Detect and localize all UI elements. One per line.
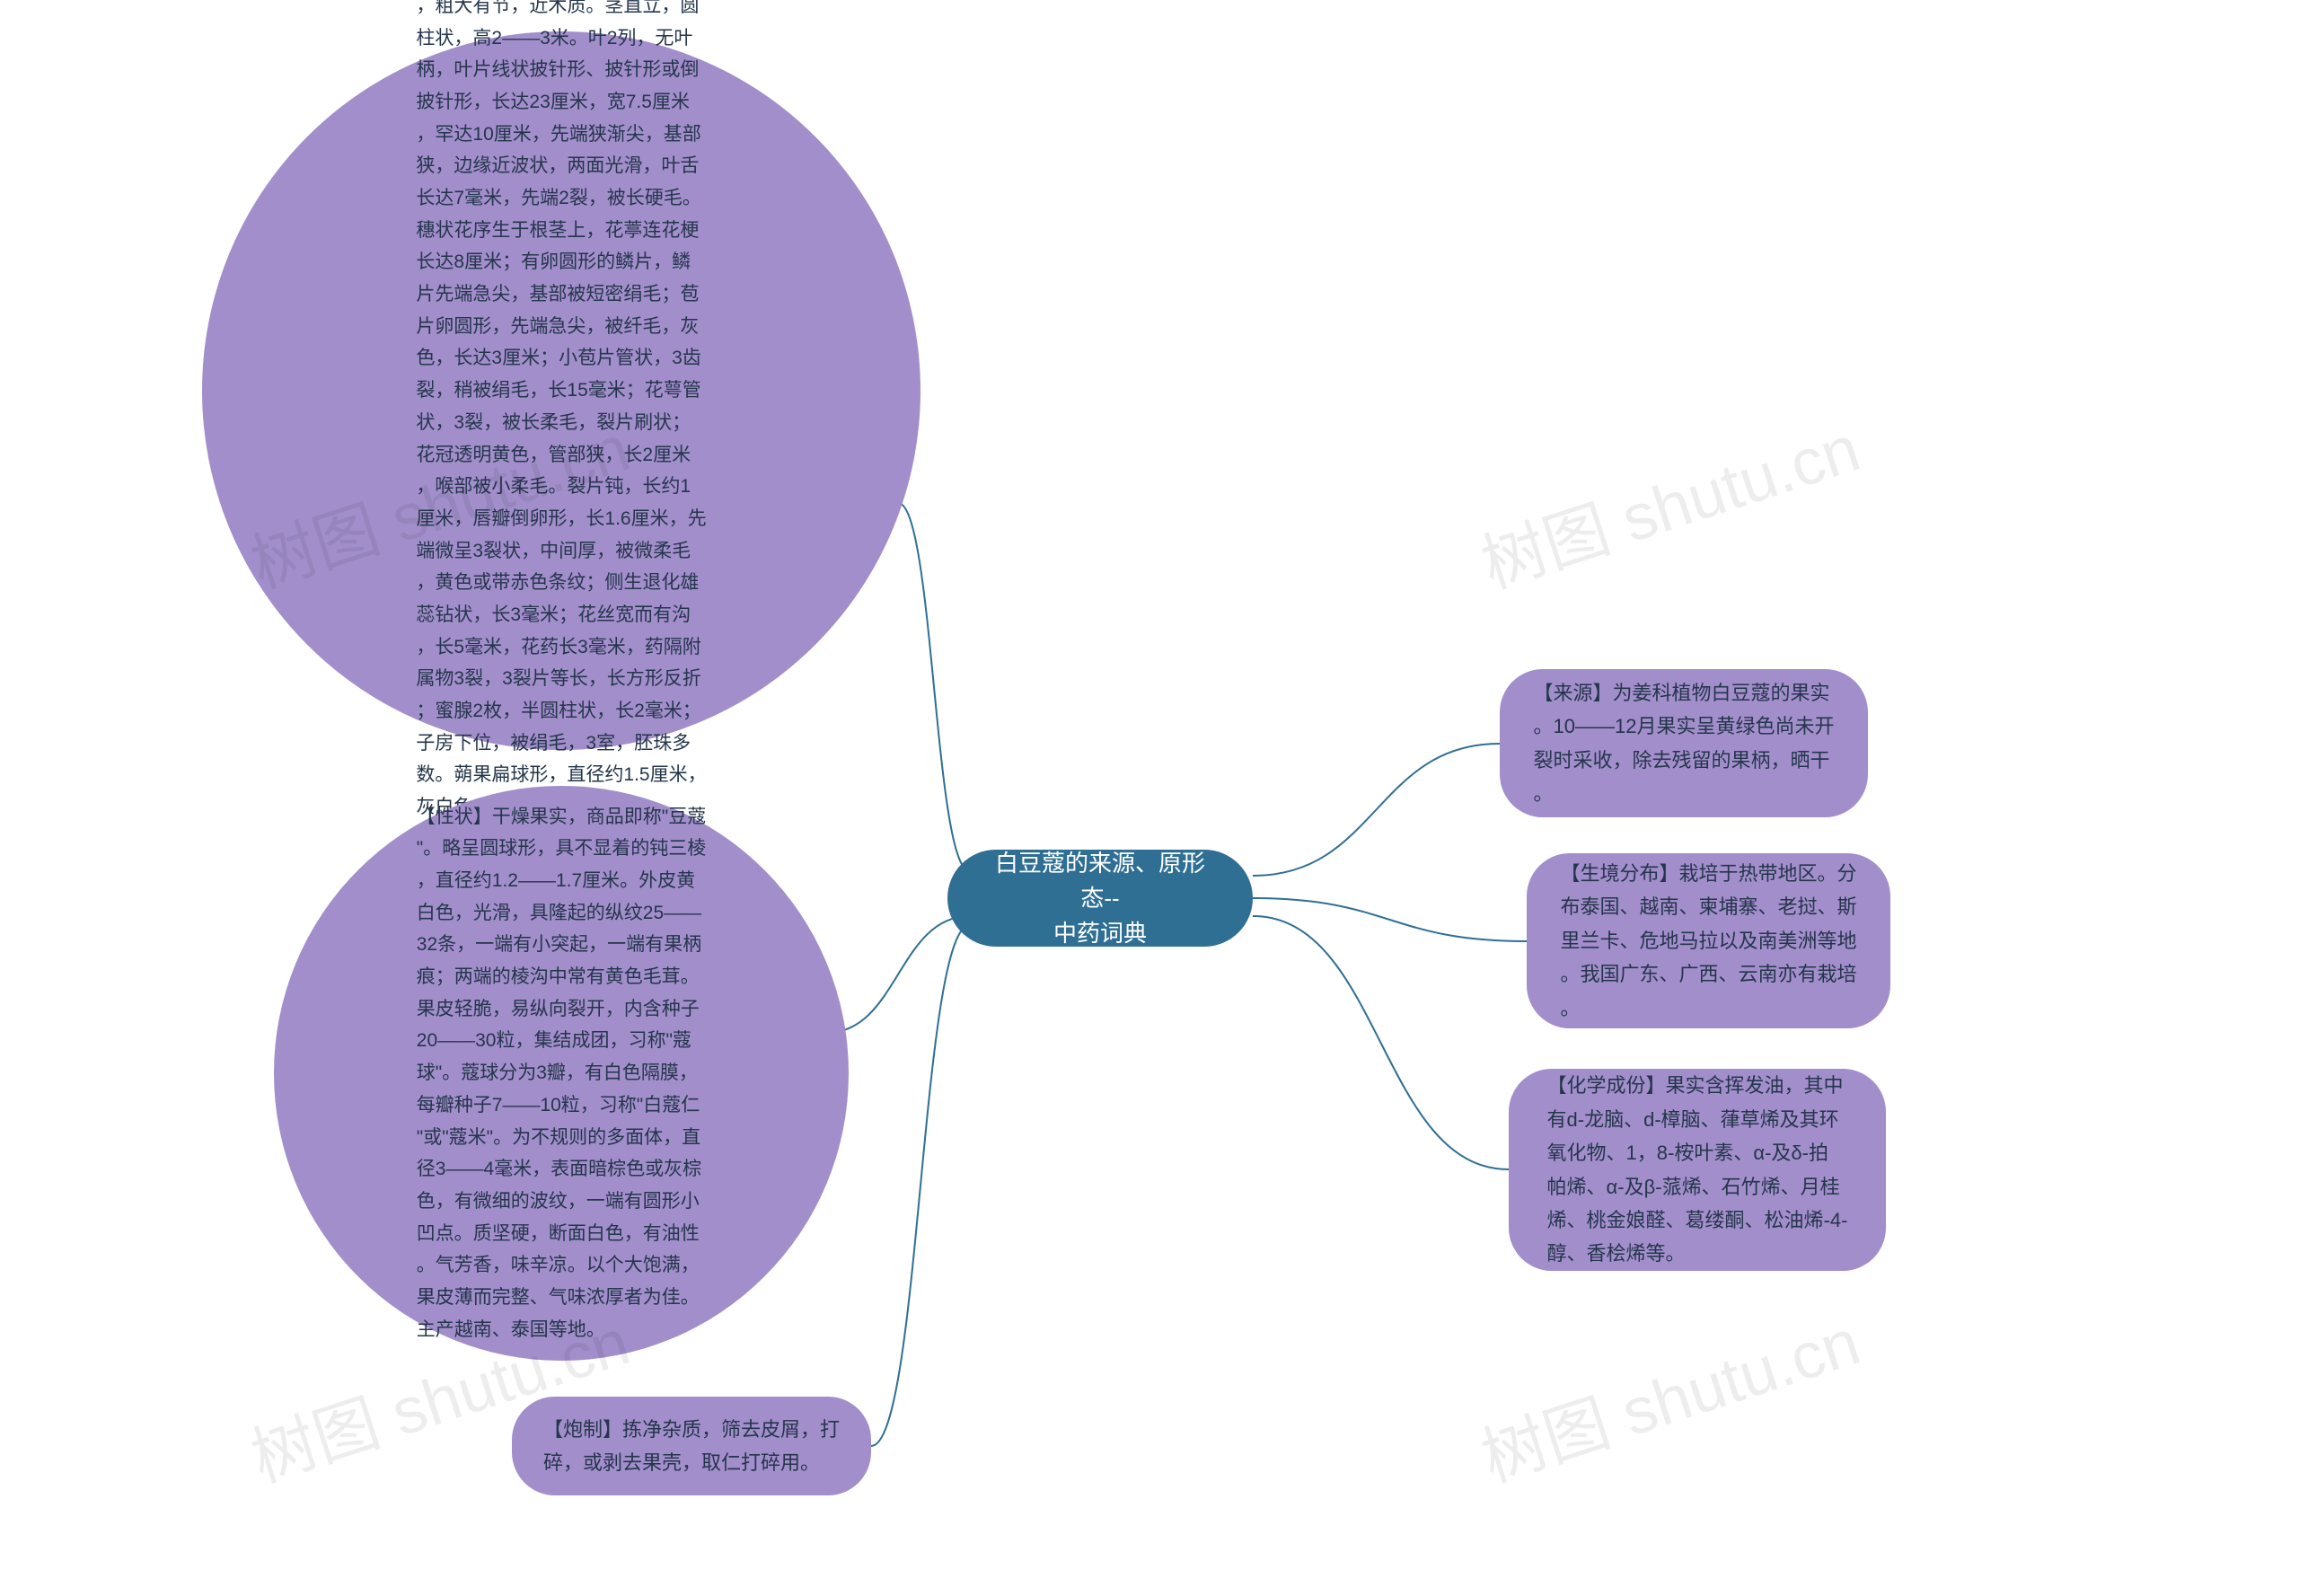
branch-node-habitat[interactable]: 【生境分布】栽培于热带地区。分 布泰国、越南、柬埔寨、老挝、斯 里兰卡、危地马拉… <box>1527 853 1890 1028</box>
branch-node-text: 【炮制】拣净杂质，筛去皮屑，打 碎，或剥去果壳，取仁打碎用。 <box>543 1413 840 1480</box>
edge-morphology <box>898 503 970 871</box>
branch-node-properties[interactable]: 【性状】干燥果实，商品即称"豆蔻 "。略呈圆球形，具不显着的钝三棱 ，直径约1.… <box>274 786 849 1361</box>
branch-node-text: 【原形态】多年生草本。根茎匍匐 ，粗大有节，近木质。茎直立，圆 柱状，高2——3… <box>416 0 706 824</box>
edge-properties <box>826 916 970 1033</box>
center-node[interactable]: 白豆蔻的来源、原形态-- 中药词典 <box>947 850 1253 947</box>
branch-node-text: 【性状】干燥果实，商品即称"豆蔻 "。略呈圆球形，具不显着的钝三棱 ，直径约1.… <box>417 801 706 1346</box>
branch-node-source[interactable]: 【来源】为姜科植物白豆蔻的果实 。10——12月果实呈黄绿色尚未开 裂时采收，除… <box>1500 669 1868 817</box>
branch-node-morphology[interactable]: 【原形态】多年生草本。根茎匍匐 ，粗大有节，近木质。茎直立，圆 柱状，高2——3… <box>202 31 920 750</box>
edge-processing <box>871 925 970 1446</box>
branch-node-text: 【来源】为姜科植物白豆蔻的果实 。10——12月果实呈黄绿色尚未开 裂时采收，除… <box>1534 676 1835 811</box>
branch-node-chemistry[interactable]: 【化学成份】果实含挥发油，其中 有d-龙脑、d-樟脑、葎草烯及其环 氧化物、1，… <box>1509 1069 1886 1271</box>
center-node-label: 白豆蔻的来源、原形态-- 中药词典 <box>987 846 1213 951</box>
edge-chemistry <box>1253 916 1509 1169</box>
branch-node-text: 【生境分布】栽培于热带地区。分 布泰国、越南、柬埔寨、老挝、斯 里兰卡、危地马拉… <box>1560 857 1856 1025</box>
branch-node-text: 【化学成份】果实含挥发油，其中 有d-龙脑、d-樟脑、葎草烯及其环 氧化物、1，… <box>1547 1069 1848 1270</box>
edge-habitat <box>1253 898 1527 941</box>
branch-node-processing[interactable]: 【炮制】拣净杂质，筛去皮屑，打 碎，或剥去果壳，取仁打碎用。 <box>512 1397 871 1495</box>
edge-source <box>1253 744 1500 876</box>
